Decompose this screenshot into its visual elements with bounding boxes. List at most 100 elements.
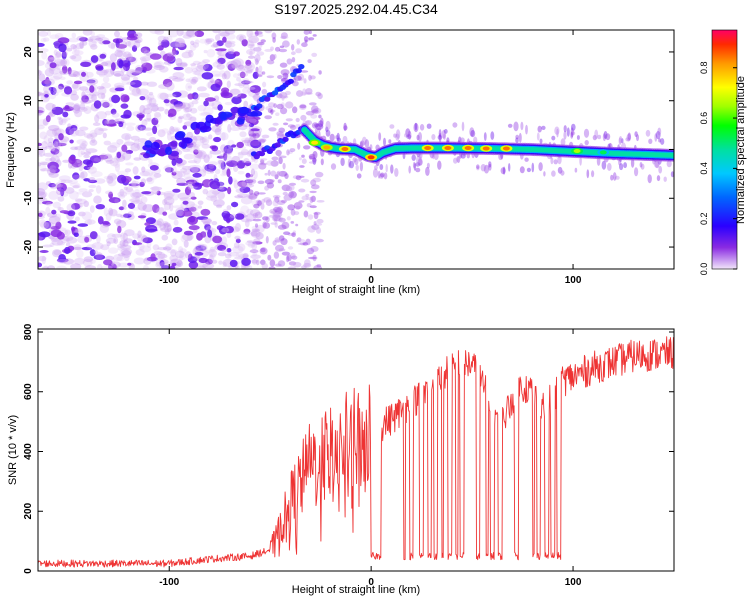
spectral-blob: [208, 164, 215, 169]
spectral-blob: [156, 223, 162, 229]
spectral-blob: [106, 174, 112, 181]
spectral-blob: [354, 158, 359, 166]
spectral-blob: [253, 203, 260, 209]
spectral-blob: [206, 190, 218, 199]
spectral-blob: [74, 146, 83, 151]
spectral-blob: [89, 139, 98, 146]
spectral-blob: [132, 192, 144, 198]
spectral-blob: [197, 104, 207, 112]
spectral-blob: [43, 220, 52, 229]
spectral-blob: [636, 134, 639, 142]
spectral-blob: [620, 138, 624, 144]
spectral-blob: [172, 91, 182, 98]
spectral-blob: [51, 183, 64, 188]
spectral-blob: [134, 189, 140, 194]
spectral-blob: [190, 63, 197, 67]
spectral-blob: [310, 256, 318, 260]
spectral-blob: [241, 139, 253, 143]
spectral-blob: [133, 32, 143, 38]
spectral-blob: [220, 173, 226, 177]
spectral-blob: [86, 244, 96, 249]
spectral-blob: [278, 170, 288, 177]
spectral-blob: [252, 116, 261, 120]
spectral-blob: [91, 39, 98, 44]
spectral-blob: [287, 124, 296, 128]
spectral-blob: [159, 223, 166, 231]
spectral-blob: [69, 104, 81, 110]
spectral-blob: [298, 103, 307, 110]
spectral-blob: [242, 122, 252, 127]
spectral-blob: [190, 40, 195, 46]
spectral-blob: [389, 124, 395, 129]
spectral-blob: [46, 168, 56, 176]
spectral-blob: [175, 250, 185, 259]
spectral-blob: [146, 177, 155, 185]
spectral-blob: [295, 48, 302, 54]
spectral-blob: [153, 60, 164, 68]
spectral-blob: [93, 249, 99, 254]
spectral-blob: [49, 76, 61, 81]
spectral-blob: [81, 40, 88, 46]
spectral-blob: [264, 48, 273, 52]
spectral-blob: [213, 190, 218, 197]
spectral-blob: [71, 226, 76, 232]
spectral-blob: [124, 122, 136, 126]
spectral-blob: [308, 102, 317, 106]
spectral-blob: [193, 155, 202, 164]
spectral-blob: [137, 88, 149, 96]
spectral-blob: [59, 70, 69, 75]
spectral-blob: [507, 123, 513, 128]
spectral-blob: [226, 232, 232, 238]
spectral-blob: [252, 212, 258, 219]
spectral-blob: [92, 122, 101, 126]
spectral-blob: [260, 259, 266, 266]
spectral-blob: [220, 144, 227, 153]
spectral-blob: [343, 122, 347, 132]
spectral-blob: [282, 191, 288, 196]
spectral-blob: [88, 40, 97, 48]
spectral-blob: [257, 41, 263, 49]
spectral-blob: [245, 59, 252, 66]
spectral-blob: [308, 256, 317, 260]
spectral-blob: [190, 142, 197, 148]
spectral-blob: [63, 246, 71, 255]
spectral-blob: [297, 142, 301, 150]
spectral-blob: [519, 166, 525, 174]
spectral-blob: [312, 107, 322, 114]
spectral-blob: [209, 246, 216, 252]
spectral-blob: [159, 66, 169, 73]
spectral-blob: [258, 138, 267, 142]
spectral-blob: [245, 213, 257, 222]
spectral-blob: [176, 182, 189, 186]
spectral-blob: [184, 186, 192, 196]
spectral-blob: [279, 92, 288, 99]
spectral-blob: [163, 222, 171, 228]
spectral-blob: [69, 190, 79, 200]
spectral-blob: [292, 230, 297, 235]
spectral-blob: [49, 157, 56, 162]
spectral-blob: [584, 140, 589, 146]
spectral-blob: [52, 85, 64, 93]
spectral-blob: [123, 213, 132, 218]
spectral-blob: [230, 119, 238, 127]
spectral-blob: [395, 129, 401, 139]
spectral-blob: [297, 73, 305, 81]
spectral-blob: [268, 102, 276, 108]
spectral-blob: [259, 247, 268, 255]
spectral-blob: [97, 92, 106, 99]
spectral-blob: [311, 140, 319, 145]
spectral-blob: [117, 253, 126, 257]
spectral-blob: [72, 71, 81, 78]
spectral-blob: [159, 92, 169, 101]
spectral-blob: [244, 161, 252, 167]
spectral-blob: [226, 147, 233, 155]
spectral-blob: [38, 42, 45, 47]
spectral-blob: [207, 153, 213, 159]
spectral-blob: [43, 152, 55, 157]
spectral-blob: [79, 144, 86, 151]
spectral-blob: [257, 180, 265, 185]
spectral-blob: [312, 254, 317, 262]
spectral-blob: [141, 57, 147, 66]
